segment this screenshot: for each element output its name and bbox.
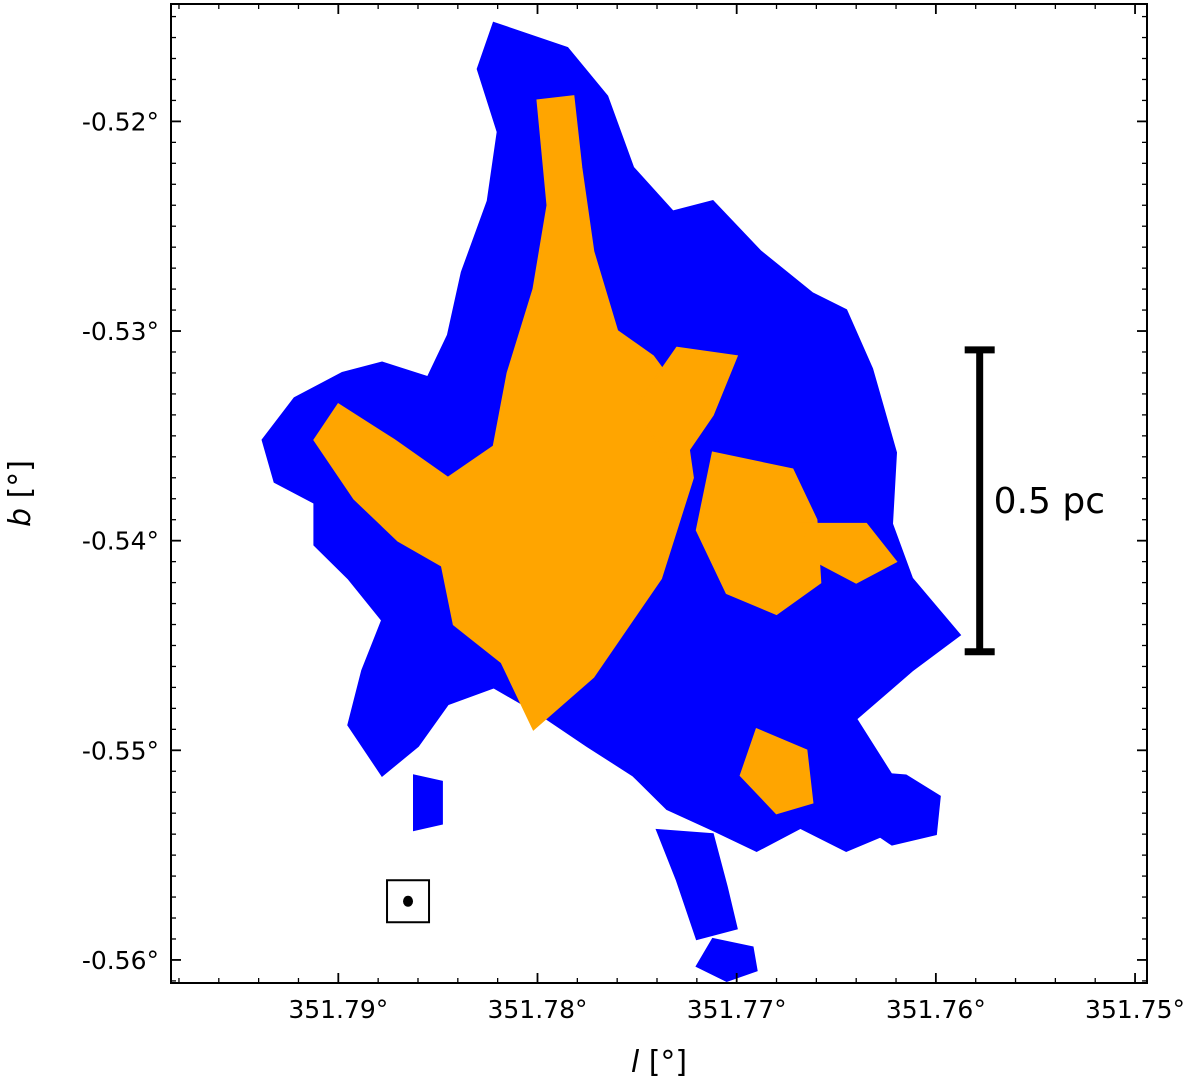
region_a-region-2 xyxy=(695,937,758,982)
x-axis-symbol: l xyxy=(631,1045,640,1080)
region_b-region-6 xyxy=(631,346,739,469)
x-tick-label: 351.78° xyxy=(488,995,588,1024)
region_b-region-9 xyxy=(739,727,814,815)
x-tick-label: 351.79° xyxy=(288,995,388,1024)
region_a-region-1 xyxy=(655,828,738,941)
region_a-region-3 xyxy=(851,770,941,846)
y-tick-label: -0.55° xyxy=(82,736,159,765)
beam-ellipse xyxy=(403,895,414,907)
x-axis-unit: [°] xyxy=(639,1045,687,1080)
region_b-region-7 xyxy=(695,451,822,616)
emission-regions xyxy=(261,21,962,982)
y-axis-unit: [°] xyxy=(3,460,38,508)
region_b-region-5 xyxy=(313,95,694,731)
x-axis-label: l [°] xyxy=(631,1045,687,1080)
y-tick-label: -0.53° xyxy=(82,317,159,346)
y-axis-symbol: b xyxy=(3,508,38,527)
y-tick-label: -0.52° xyxy=(82,107,159,136)
scale-bar: 0.5 pc xyxy=(964,346,1105,656)
scale-bar-label: 0.5 pc xyxy=(994,481,1105,522)
x-tick-label: 351.77° xyxy=(687,995,787,1024)
region_b-region-8 xyxy=(798,522,898,584)
y-tick-label: -0.54° xyxy=(82,527,159,556)
x-tick-label: 351.76° xyxy=(886,995,986,1024)
x-tick-label: 351.75° xyxy=(1085,995,1185,1024)
y-tick-label: -0.56° xyxy=(82,946,159,975)
region_a-region-4 xyxy=(413,774,443,832)
beam-indicator xyxy=(386,879,431,924)
y-axis-label: b [°] xyxy=(3,460,38,527)
beam-box xyxy=(386,879,431,924)
plot-frame xyxy=(170,3,1148,984)
axis-labels: 351.79° 351.78° 351.77° 351.76° 351.75° -0.52… xyxy=(3,107,1185,1080)
